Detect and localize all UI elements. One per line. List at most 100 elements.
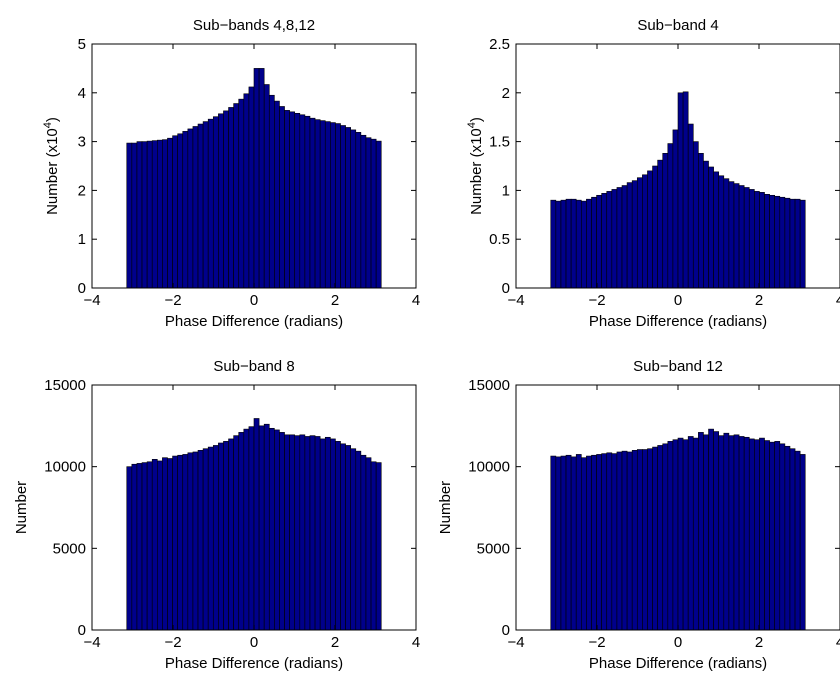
histogram-bar [202,448,209,631]
histogram-bar [238,98,245,289]
histogram-bar [197,123,204,289]
y-axis-label: Number [437,481,454,534]
y-tick-label: 0 [78,622,86,639]
histogram-bar [677,437,684,631]
histogram-bar [223,441,229,631]
histogram-bar [151,459,158,631]
histogram-bar [682,91,689,289]
chart-title: Sub−band 4 [637,17,718,34]
x-tick-label: 4 [836,292,840,309]
y-axis-label-superscript: 4 [42,122,54,128]
histogram-bar [355,132,362,289]
histogram-bar [754,191,760,289]
histogram-bar [131,463,138,631]
histogram-bar [304,436,311,631]
histogram-bar [289,111,296,289]
histogram-bar [550,455,557,631]
histogram-bar [218,442,224,631]
histogram-bar [616,187,623,289]
histogram-bar [733,434,740,631]
histogram-bar [330,438,336,631]
histogram-bar [197,450,204,631]
histogram-bar [723,432,730,631]
histogram-bar [682,439,689,631]
histogram-bar [370,138,377,289]
histogram-bar [626,182,633,289]
histogram-bar [748,438,755,631]
histogram-bar [794,198,801,289]
histogram-bar [146,140,153,289]
x-tick-label: 2 [755,292,763,309]
y-axis-label-text: Number (x10 [44,128,61,215]
histogram-bar [319,438,326,631]
histogram-bar [667,441,674,631]
histogram-bar [586,455,592,631]
y-axis-label-suffix: ) [468,117,485,122]
histogram-bar [274,429,280,631]
histogram-bar [284,110,290,289]
histogram-bar [769,194,775,289]
histogram-bar [355,450,362,631]
histogram-bar [565,454,572,631]
histogram-bar [565,198,572,289]
histogram-bar [636,449,643,631]
histogram-bar [555,456,562,631]
histogram-bar [799,199,806,289]
histogram-bar [243,428,250,631]
histogram-bar [794,450,801,631]
histogram-bar [350,448,357,631]
y-tick-label: 1 [502,182,510,199]
histogram-bar [596,194,602,289]
x-tick-label: 0 [674,292,682,309]
histogram-bar [299,434,306,631]
histogram-bar [642,174,648,289]
histogram-bar [279,432,285,631]
histogram-bar [718,435,725,631]
histogram-bar [228,438,234,631]
x-tick-label: −2 [164,292,181,309]
y-axis-label-text: Number [13,481,30,534]
histogram-bar [657,445,664,631]
histogram-bar [172,135,178,289]
histogram-bar [360,134,367,289]
histogram-bar [126,466,133,631]
histogram-bar [207,446,214,631]
histogram-bar [375,462,382,631]
histogram-bar [754,439,760,631]
histogram-bar [769,441,775,631]
histogram-bar [126,142,133,289]
histogram-bar [779,196,786,289]
histogram-bar [360,454,367,631]
histogram-bar [662,153,669,289]
histogram-bar [202,121,209,289]
histogram-bar [718,175,725,289]
y-tick-label: 15000 [468,377,510,394]
histogram-bar [365,137,372,289]
histogram-bar [631,180,638,289]
histogram-bar [642,449,648,631]
histogram-bar [212,445,219,631]
histogram-bar [611,453,618,631]
histogram-bar [294,112,301,289]
x-tick-label: 0 [674,634,682,651]
histogram-bar [151,140,158,289]
histogram-bar [575,454,582,631]
histogram-bar [652,165,658,289]
histogram-bar [687,123,694,289]
y-tick-label: 15000 [44,377,86,394]
histogram-bar [591,196,597,289]
histogram-bar [218,113,224,289]
histogram-bar [784,197,791,289]
histogram-bar [228,107,234,289]
y-axis-label-superscript: 4 [466,122,478,128]
histogram-bar [177,454,184,631]
y-tick-label: 5000 [53,540,86,557]
histogram-bar [667,143,674,289]
histogram-bar [708,166,714,289]
histogram-bar [248,86,255,289]
x-axis-label: Phase Difference (radians) [165,655,343,672]
histogram-bar [258,425,265,631]
histogram-bar [268,94,275,289]
histogram-bar [591,454,597,631]
